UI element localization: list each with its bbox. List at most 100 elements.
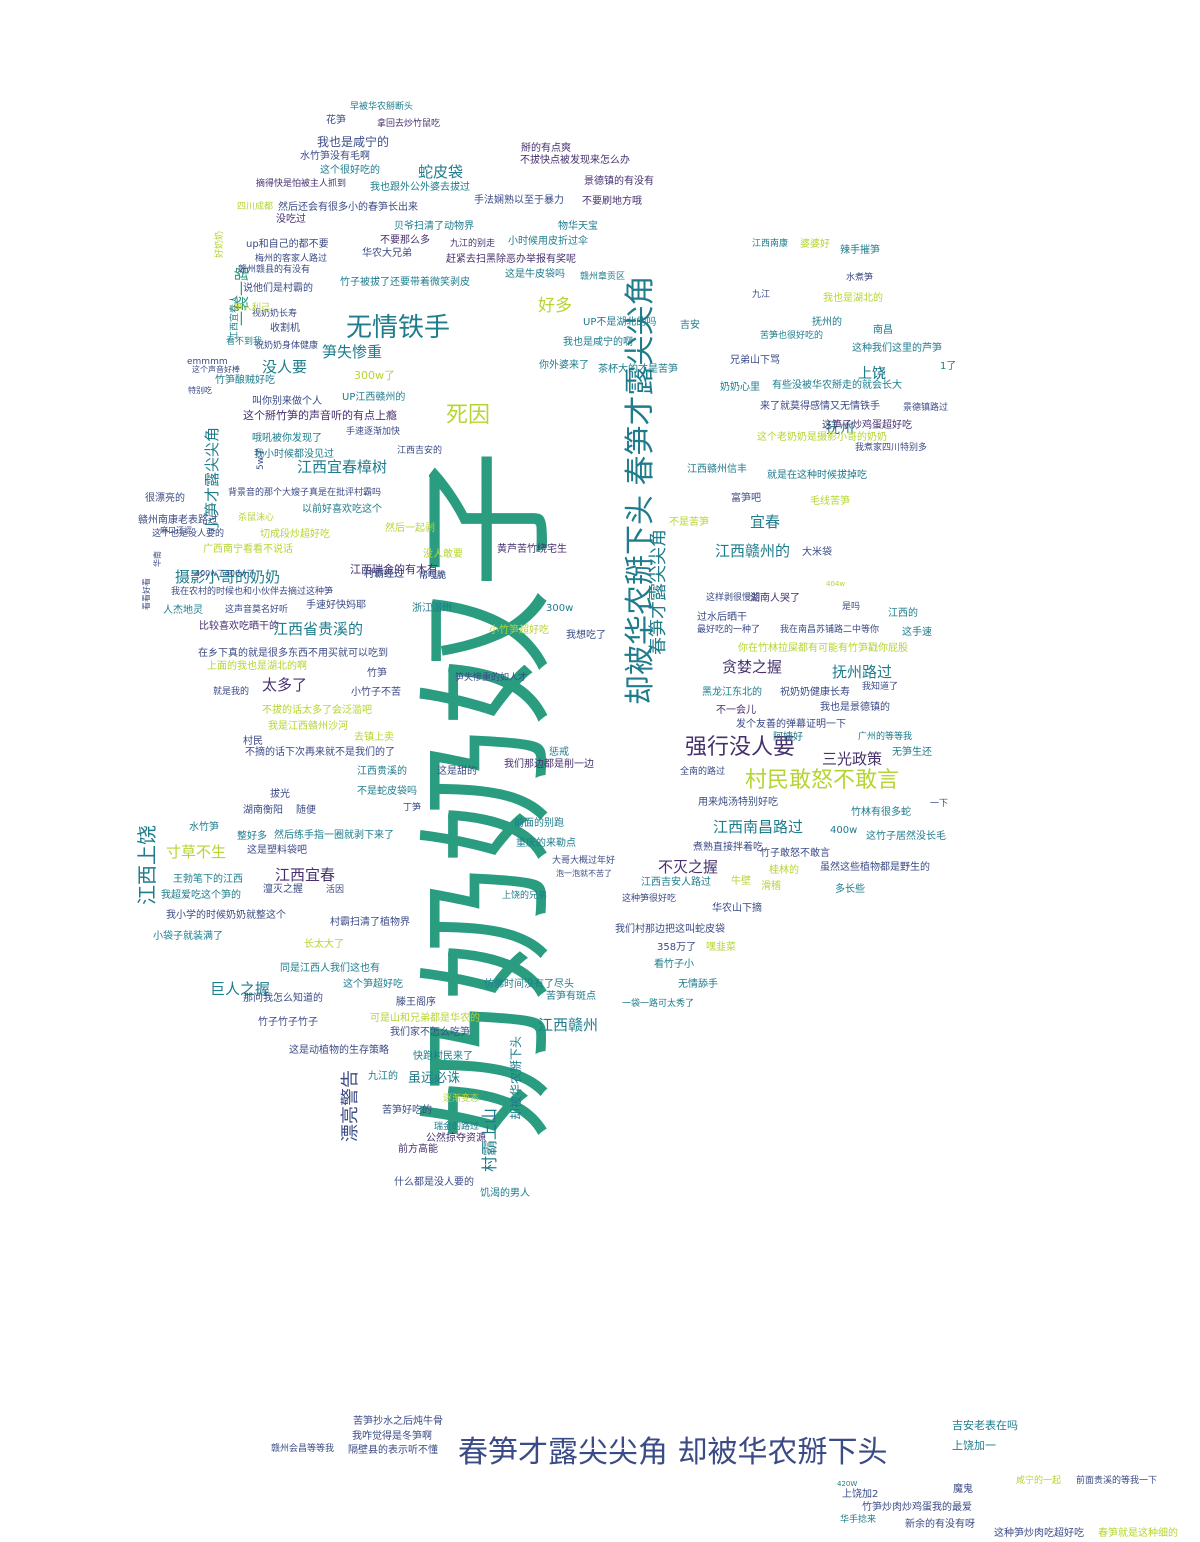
- word-235: 梅州的客家人路过: [255, 254, 328, 264]
- word-142: 笋失惨重的如人才: [455, 673, 528, 683]
- word-230: 咸宁的一起: [1016, 1476, 1062, 1486]
- word-107: 背景音的那个大嫂子真是在批评村霸吗: [228, 488, 382, 498]
- word-197: 长太大了: [304, 939, 344, 950]
- word-47: 这个很好吃的: [320, 165, 380, 176]
- word-251: 404w: [826, 580, 846, 588]
- word-223: 新余的有没有呀: [905, 1519, 975, 1530]
- word-199: 嘿韭菜: [706, 942, 736, 953]
- word-194: 村霸扫清了植物界: [330, 917, 410, 928]
- word-185: 滑稽: [761, 881, 781, 892]
- word-71: 婆婆好: [800, 239, 830, 250]
- word-88: 你外婆来了: [539, 360, 589, 371]
- word-140: 上面的我也是湖北的啊: [207, 661, 307, 672]
- word-145: 黑龙江东北的: [702, 687, 762, 698]
- word-139: 你在竹林拉屎都有可能有竹笋戳你屁股: [738, 643, 908, 654]
- word-146: 祝奶奶健康长寿: [780, 687, 850, 698]
- word-74: 九江: [752, 290, 771, 300]
- word-111: 毛线苦笋: [810, 496, 850, 507]
- word-121: 村霸经过: [364, 569, 404, 580]
- word-29: 宜春: [750, 513, 781, 531]
- word-104: 我小时候都没见过: [254, 449, 334, 460]
- word-122: 帮嘎脆: [419, 571, 447, 581]
- word-73: 水煮笋: [846, 273, 874, 283]
- word-59: up和自己的都不要: [246, 239, 329, 250]
- word-143: 就是我的: [213, 687, 250, 697]
- word-61: 九江的别走: [450, 239, 496, 249]
- word-218: 饥渴的男人: [480, 1188, 530, 1199]
- word-117: 广西南宁看看不说话: [203, 544, 293, 555]
- word-175: 这是塑料袋吧: [247, 845, 307, 856]
- word-64: 赶紧去扫黑除恶办举报有奖呢: [446, 254, 576, 265]
- word-38: 上饶加一: [952, 1439, 996, 1452]
- word-94: 有些没被华农掰走的就会长大: [772, 380, 902, 391]
- word-195: 我们村那边把这叫蛇皮袋: [615, 924, 725, 935]
- word-25: 漂亮警告: [340, 1070, 361, 1142]
- word-241: 5w了: [256, 447, 266, 470]
- word-173: 整好多: [237, 831, 267, 842]
- word-188: 活因: [326, 885, 345, 895]
- word-148: 不拔的话太多了会泛滥吧: [262, 705, 372, 716]
- word-115: 然后一起剥: [385, 523, 435, 534]
- word-214: 苦笋好吃的: [382, 1105, 432, 1116]
- word-164: 用来炖汤特别好吃: [698, 797, 778, 808]
- word-15: 没人要: [262, 358, 308, 376]
- word-187: 澶灭之握: [263, 884, 303, 895]
- word-43: 早被华农掰断头: [350, 102, 414, 112]
- word-92: 竹笋酿贼好吃: [215, 375, 275, 386]
- word-23: 江西赣州: [538, 1016, 599, 1034]
- word-212: 快跑村民来了: [413, 1051, 473, 1062]
- word-181: 虽然这些植物都是野生的: [820, 862, 930, 873]
- word-205: 苦笋有斑点: [546, 991, 596, 1002]
- word-10: 江西上饶: [135, 825, 159, 905]
- word-67: 赣州章贡区: [580, 272, 626, 282]
- word-101: 手速逐渐加快: [346, 427, 401, 437]
- word-31: 抚州: [826, 421, 854, 437]
- word-229: 前面贵溪的等我一下: [1076, 1476, 1158, 1486]
- word-53: 手法娴熟以至于暴力: [474, 195, 564, 206]
- word-86: 这种我们这里的芦笋: [852, 343, 942, 354]
- word-135: 最好吃的一种了: [697, 625, 761, 635]
- word-233: 江西宜春人: [230, 294, 240, 340]
- word-123: 我在农村的时候也和小伙伴去摘过这种笋: [171, 587, 334, 597]
- word-12: 江西南昌路过: [713, 818, 804, 836]
- word-244: 麻口还涩: [160, 526, 192, 535]
- word-189: 上饶的兄弟: [502, 891, 548, 901]
- word-177: 煮熟直接拌着吃: [693, 842, 763, 853]
- word-2: 春笋才露尖尖角 却被华农掰下头: [458, 1435, 888, 1470]
- word-134: 我想吃了: [566, 630, 606, 641]
- word-77: 收割机: [270, 323, 300, 334]
- word-87: 300w了: [354, 369, 395, 382]
- word-8: 江西省贵溪的: [273, 620, 364, 638]
- word-133: 小竹笋超好吃: [489, 625, 549, 636]
- word-183: 江西吉安人路过: [641, 877, 711, 888]
- word-174: 然后练手指一圈就剥下来了: [274, 830, 394, 841]
- word-124: 手速好快妈耶: [306, 600, 366, 611]
- word-66: 这是牛皮袋吗: [505, 269, 565, 280]
- word-3: 无情铁手: [346, 313, 451, 343]
- word-39: 上饶加2: [842, 1489, 879, 1500]
- word-247: 一袋一路可太秀了: [622, 999, 695, 1009]
- word-232: 好奶奶: [215, 230, 225, 258]
- word-75: 江西南康: [752, 239, 789, 249]
- word-113: 这个也是没人要的: [152, 529, 225, 539]
- word-129: 这声音莫名好听: [225, 605, 289, 615]
- word-120: 大米袋: [802, 547, 832, 558]
- word-84: 我也是咸宁的啊: [563, 337, 633, 348]
- word-153: 去镇上卖: [354, 732, 394, 743]
- word-58: 物华天宝: [558, 221, 598, 232]
- word-216: 前方高能: [398, 1144, 438, 1155]
- word-119: 黄芦苦竹绕宅生: [497, 544, 567, 555]
- word-4: 强行没人要: [685, 735, 796, 760]
- word-162: 拔光: [270, 789, 290, 800]
- word-176: 重庆的来勒点: [516, 838, 576, 849]
- word-169: 前面的别跑: [514, 818, 564, 829]
- word-70: 我也是湖北的: [823, 293, 883, 304]
- word-62: 小时候用皮折过伞: [508, 236, 588, 247]
- word-27: 好多: [538, 296, 572, 316]
- word-213: 九江的: [368, 1071, 398, 1082]
- word-209: 可是山和兄弟都是华农的: [370, 1013, 480, 1024]
- word-253: 一下: [930, 799, 949, 809]
- word-150: 我也是景德镇的: [820, 702, 890, 713]
- word-256: 这样剥很慢的: [706, 593, 761, 603]
- word-118: 没人敢要: [423, 549, 463, 560]
